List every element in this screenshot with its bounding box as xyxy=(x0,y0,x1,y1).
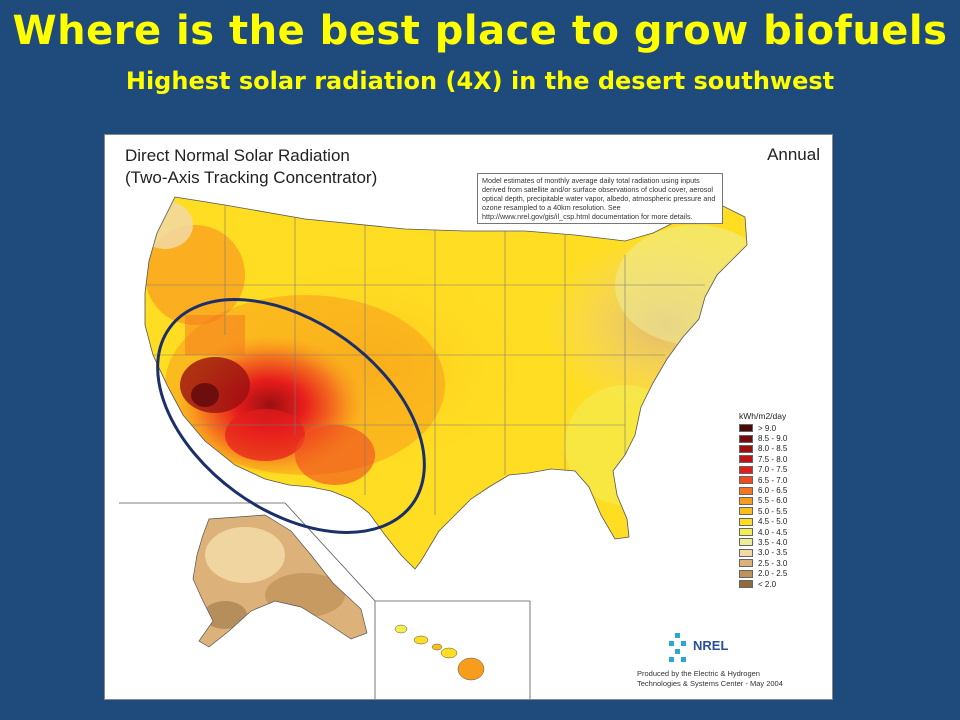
legend-item: 4.0 - 4.5 xyxy=(739,527,827,537)
legend-item: 6.5 - 7.0 xyxy=(739,475,827,485)
legend-swatch xyxy=(739,569,753,578)
legend-item: 4.5 - 5.0 xyxy=(739,517,827,527)
legend-swatch xyxy=(739,465,753,474)
legend-item: 2.5 - 3.0 xyxy=(739,558,827,568)
legend-swatch xyxy=(739,444,753,453)
map-period-label: Annual xyxy=(767,145,820,164)
legend-label: 6.0 - 6.5 xyxy=(758,486,788,496)
legend-item: 5.5 - 6.0 xyxy=(739,496,827,506)
legend-label: 8.5 - 9.0 xyxy=(758,434,788,444)
legend-swatch xyxy=(739,455,753,464)
legend-label: 2.0 - 2.5 xyxy=(758,569,788,579)
legend-label: 2.5 - 3.0 xyxy=(758,558,788,568)
state-boundaries xyxy=(145,197,705,515)
legend-label: 5.0 - 5.5 xyxy=(758,506,788,516)
legend-label: 4.0 - 4.5 xyxy=(758,527,788,537)
legend-label: 6.5 - 7.0 xyxy=(758,475,788,485)
legend-item: 3.0 - 3.5 xyxy=(739,548,827,558)
slide-title: Where is the best place to grow biofuels xyxy=(12,8,948,54)
legend-label: 7.0 - 7.5 xyxy=(758,465,788,475)
legend-item: 5.0 - 5.5 xyxy=(739,506,827,516)
legend-item: 8.0 - 8.5 xyxy=(739,444,827,454)
legend-label: 8.0 - 8.5 xyxy=(758,444,788,454)
legend-swatch xyxy=(739,496,753,505)
legend-item: > 9.0 xyxy=(739,423,827,433)
legend-item: 7.5 - 8.0 xyxy=(739,454,827,464)
legend-swatch xyxy=(739,528,753,537)
highlight-ellipse xyxy=(156,298,426,534)
legend-label: 5.5 - 6.0 xyxy=(758,496,788,506)
map-methodology-note: Model estimates of monthly average daily… xyxy=(477,173,723,224)
solar-radiation-map: Direct Normal Solar Radiation (Two-Axis … xyxy=(104,134,833,700)
legend-item: 2.0 - 2.5 xyxy=(739,568,827,578)
legend-label: 3.5 - 4.0 xyxy=(758,537,788,547)
legend-item: < 2.0 xyxy=(739,579,827,589)
legend-swatch xyxy=(739,538,753,547)
legend-swatch xyxy=(739,486,753,495)
legend-item: 6.0 - 6.5 xyxy=(739,485,827,495)
legend-item: 7.0 - 7.5 xyxy=(739,465,827,475)
nrel-logo-text: NREL xyxy=(693,638,729,653)
map-title: Direct Normal Solar Radiation (Two-Axis … xyxy=(125,146,378,187)
legend-swatch xyxy=(739,434,753,443)
legend-swatch xyxy=(739,517,753,526)
legend-title: kWh/m2/day xyxy=(739,411,787,421)
legend-label: > 9.0 xyxy=(758,423,777,433)
map-graphic xyxy=(119,196,748,699)
legend-label: < 2.0 xyxy=(758,579,777,589)
legend-label: 3.0 - 3.5 xyxy=(758,548,788,558)
map-legend: kWh/m2/day > 9.0 8.5 - 9.0 8.0 - 8.5 7.5 - … xyxy=(739,411,827,589)
legend-swatch xyxy=(739,476,753,485)
legend-swatch xyxy=(739,507,753,516)
map-credit: Produced by the Electric & Hydrogen Tech… xyxy=(637,669,783,688)
legend-swatch xyxy=(739,580,753,589)
slide-subtitle: Highest solar radiation (4X) in the dese… xyxy=(125,67,835,95)
legend-label: 7.5 - 8.0 xyxy=(758,454,788,464)
nrel-logo-icon xyxy=(669,633,686,662)
legend-swatch xyxy=(739,548,753,557)
legend-label: 4.5 - 5.0 xyxy=(758,517,788,527)
legend-swatch xyxy=(739,559,753,568)
legend-item: 3.5 - 4.0 xyxy=(739,537,827,547)
legend-item: 8.5 - 9.0 xyxy=(739,433,827,443)
hawaii-region xyxy=(394,624,485,681)
legend-swatch xyxy=(739,424,753,433)
